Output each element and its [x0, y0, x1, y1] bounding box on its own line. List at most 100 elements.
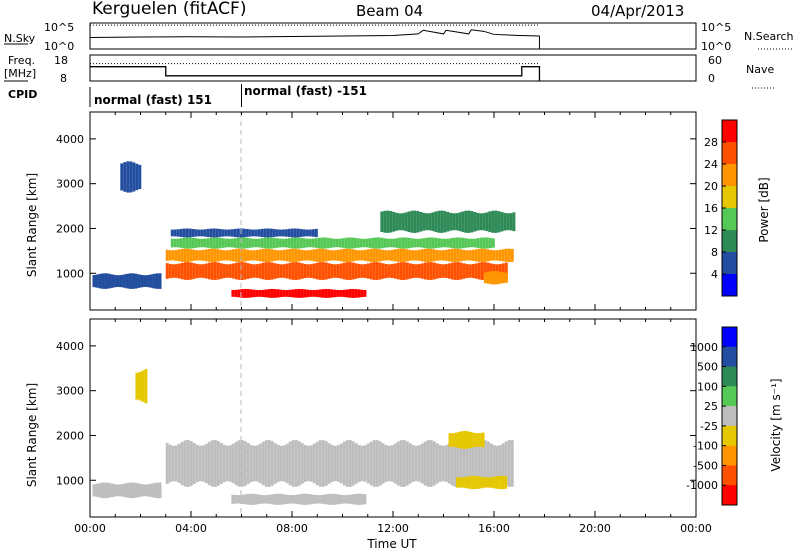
data-cell [300, 263, 304, 279]
data-cell [173, 238, 177, 248]
data-cell [188, 237, 192, 249]
data-cell [92, 484, 96, 497]
data-cell [471, 475, 475, 490]
data-cell [477, 262, 481, 280]
data-cell [501, 263, 505, 279]
data-cell [218, 228, 222, 237]
data-cell [249, 263, 253, 279]
data-cell [435, 249, 439, 261]
data-cell [137, 274, 141, 288]
data-cell [459, 441, 463, 486]
data-cell [287, 238, 291, 248]
data-cell [213, 248, 217, 262]
data-cell [320, 237, 324, 249]
data-cell [324, 494, 328, 505]
data-cell [261, 441, 265, 486]
data-cell [222, 250, 226, 261]
colorbar-swatch [722, 465, 737, 486]
data-cell [330, 445, 334, 482]
data-cell [402, 262, 406, 280]
data-cell [446, 211, 450, 232]
data-cell [180, 441, 184, 486]
data-cell [474, 475, 478, 490]
data-cell [201, 249, 205, 261]
data-cell [507, 440, 511, 487]
data-cell [257, 238, 261, 248]
data-cell [198, 264, 202, 278]
data-cell [297, 262, 301, 280]
data-cell [300, 493, 304, 505]
nsky-left-tick-top: 10^5 [44, 21, 74, 34]
data-cell [447, 443, 451, 484]
data-cell [482, 213, 486, 231]
data-cell [501, 475, 505, 490]
data-cell [287, 228, 291, 238]
time-axis-label: Time UT [366, 537, 417, 551]
power-y-axis: 1000 2000 3000 4000 [56, 133, 696, 280]
colorbar-swatch [722, 164, 737, 187]
data-cell [335, 238, 339, 248]
data-cell [333, 250, 337, 261]
data-cell [471, 445, 475, 482]
data-cell [269, 228, 273, 238]
data-cell [395, 212, 399, 231]
freq-tick-top: 18 [54, 54, 68, 67]
data-cell [207, 262, 211, 280]
data-cell [369, 441, 373, 486]
data-cell [392, 211, 396, 232]
data-cell [462, 477, 466, 488]
data-cell [125, 273, 129, 289]
data-cell [509, 213, 513, 231]
y-tick-label: 1000 [56, 267, 84, 280]
data-cell [303, 263, 307, 279]
nsky-left-label: N.Sky [4, 32, 36, 45]
data-cell [165, 249, 169, 261]
data-cell [309, 264, 313, 278]
data-cell [126, 161, 130, 193]
data-cell [243, 262, 247, 280]
data-cell [371, 237, 375, 249]
data-cell [420, 263, 424, 279]
data-cell [197, 229, 201, 237]
data-cell [495, 250, 499, 261]
data-cell [294, 494, 298, 504]
data-cell [185, 237, 189, 249]
data-cell [374, 237, 378, 249]
data-cell [134, 482, 138, 498]
data-cell [234, 289, 238, 297]
nsky-right-tick-top: 10^5 [701, 21, 731, 34]
data-cell [272, 237, 276, 249]
data-cell [165, 263, 169, 279]
data-cell [240, 289, 244, 298]
data-cell [251, 229, 255, 237]
data-cell [95, 483, 99, 497]
data-cell [200, 238, 204, 248]
colorbar-swatch [722, 252, 737, 275]
data-cell [216, 441, 220, 486]
data-cell [492, 476, 496, 489]
data-cell [243, 249, 247, 262]
data-cell [149, 274, 153, 288]
data-cell [501, 272, 505, 284]
data-cell [469, 432, 473, 448]
data-cell [398, 213, 402, 231]
data-cell [194, 238, 198, 248]
data-cell [260, 228, 264, 238]
data-cell [393, 249, 397, 262]
data-cell [306, 445, 310, 482]
nave-tick-bottom: 0 [708, 72, 715, 85]
data-cell [168, 250, 172, 261]
data-cell [284, 229, 288, 237]
colorbar-swatch [722, 230, 737, 253]
data-cell [429, 262, 433, 280]
data-cell [309, 249, 313, 261]
data-cell [303, 493, 307, 505]
data-cell [483, 477, 487, 488]
data-cell [290, 237, 294, 249]
data-cell [448, 433, 452, 447]
colorbar-swatch [722, 142, 737, 165]
data-cell [457, 431, 461, 449]
data-cell [119, 275, 123, 288]
data-cell [122, 483, 126, 497]
data-cell [348, 248, 352, 262]
